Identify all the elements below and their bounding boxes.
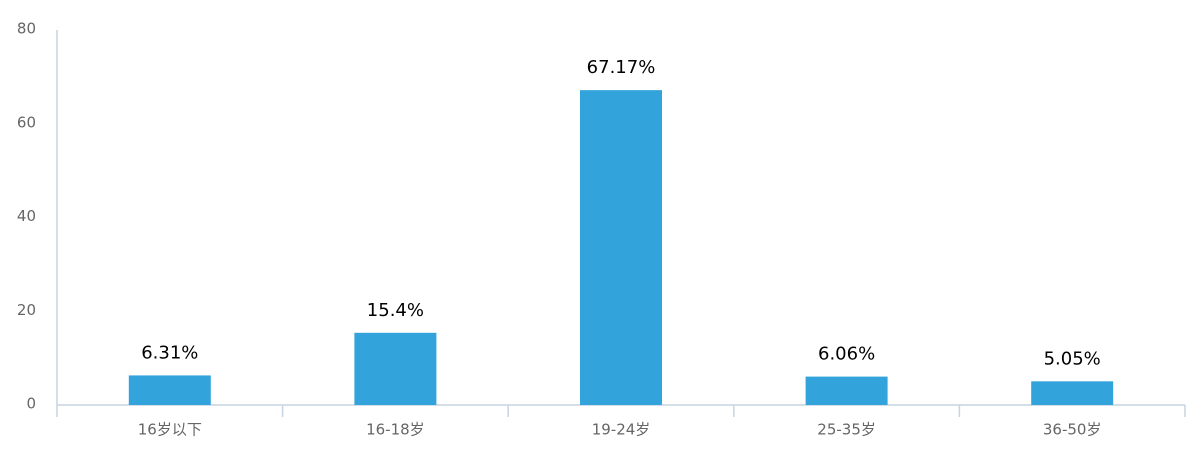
bar — [1031, 381, 1114, 405]
bar — [128, 375, 211, 405]
y-tick-label: 40 — [17, 207, 36, 225]
x-tick-label: 36-50岁 — [1043, 421, 1102, 439]
x-tick-label: 25-35岁 — [817, 421, 876, 439]
x-tick-label: 16-18岁 — [366, 421, 425, 439]
y-tick-label: 80 — [17, 20, 36, 38]
x-tick-label: 16岁以下 — [138, 421, 202, 439]
x-tick-label: 19-24岁 — [592, 421, 651, 439]
value-label: 6.31% — [141, 342, 198, 363]
y-tick-label: 20 — [17, 301, 36, 319]
y-tick-label: 60 — [17, 113, 36, 131]
bar — [580, 90, 662, 405]
bar — [805, 376, 888, 405]
value-label: 5.05% — [1044, 348, 1101, 369]
value-label: 15.4% — [367, 300, 424, 321]
bar — [354, 332, 437, 405]
y-tick-label: 0 — [26, 395, 36, 413]
value-label: 67.17% — [587, 57, 656, 78]
value-label: 6.06% — [818, 344, 875, 365]
